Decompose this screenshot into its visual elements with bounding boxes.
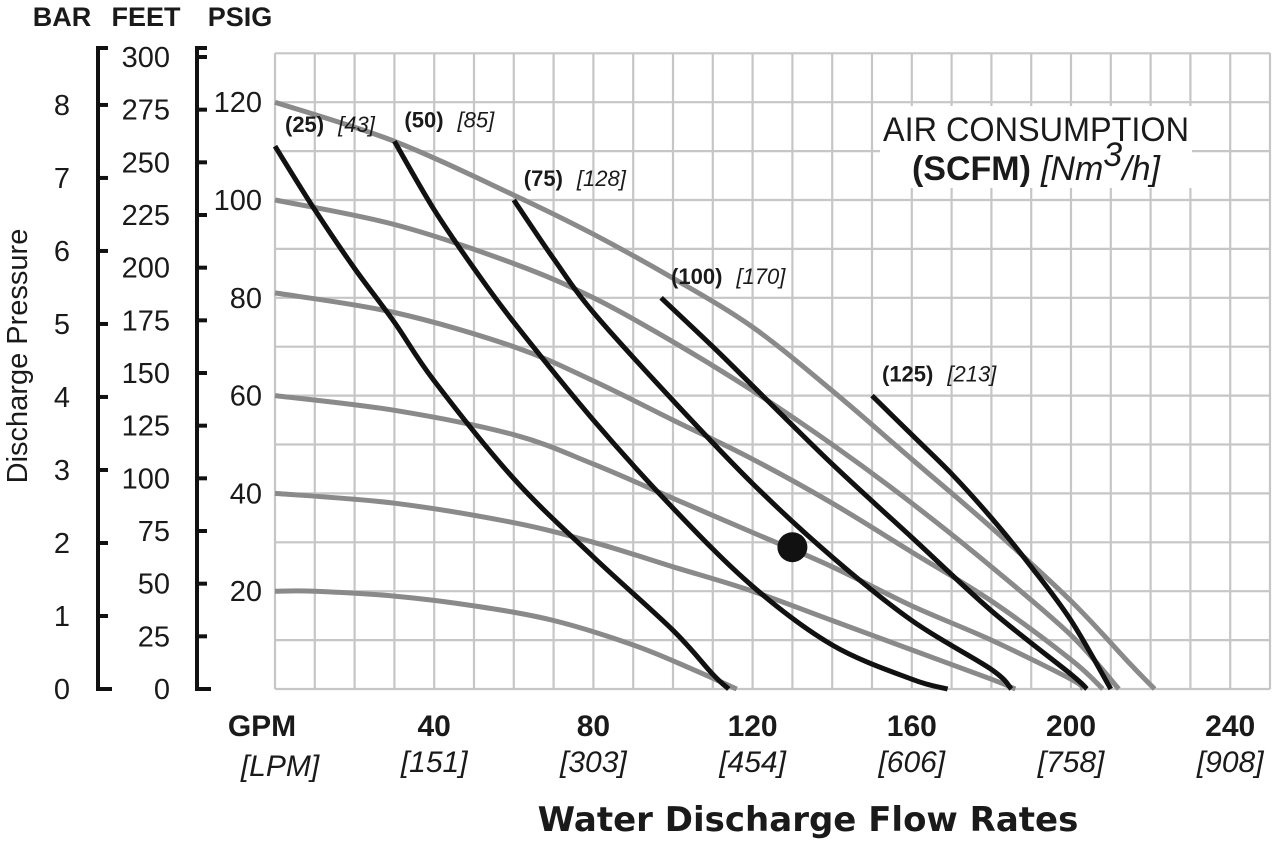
- bar-tick-label: 8: [54, 90, 70, 122]
- curve-label-scfm: (75): [524, 166, 563, 191]
- air-consumption-curve: [392, 140, 949, 692]
- curve-label: (75) [128]: [524, 166, 627, 191]
- x-tick-label-gpm: 80: [577, 710, 610, 743]
- bar-tick-label: 7: [54, 163, 70, 195]
- x-tick-label-lpm: [908]: [1196, 746, 1264, 779]
- psig-tick-label: 100: [214, 185, 262, 217]
- x-tick-label-lpm: [454]: [718, 746, 786, 779]
- bar-tick-label: 2: [54, 528, 70, 560]
- pressure-curve: [274, 99, 1157, 691]
- axes: 0123456780255075100125150175200225250275…: [54, 42, 1264, 779]
- feet-tick-label: 225: [122, 200, 170, 232]
- curve-label-scfm: (50): [404, 107, 443, 132]
- legend-background: [880, 106, 1192, 188]
- curve-label-nm3h: [85]: [457, 107, 496, 132]
- feet-tick-label: 300: [122, 42, 170, 74]
- air-consumption-curve: [659, 295, 1089, 691]
- curve-label-nm3h: [128]: [576, 166, 627, 191]
- feet-tick-label: 175: [122, 305, 170, 337]
- psig-tick-label: 80: [230, 283, 262, 315]
- x-tick-label-lpm: [606]: [877, 746, 945, 779]
- bar-tick-label: 3: [54, 455, 70, 487]
- bar-tick-label: 1: [54, 601, 70, 633]
- air-consumption-curves: (25) [43] (50) [85] (75) [128] (100) [170] (125)…: [272, 107, 1113, 692]
- x-tick-label-lpm: [758]: [1037, 746, 1105, 779]
- feet-tick-label: 200: [122, 253, 170, 285]
- feet-tick-label: 50: [138, 569, 170, 601]
- operating-point-layer: [777, 532, 808, 563]
- psig-tick-label: 40: [230, 478, 262, 510]
- bar-tick-label: 0: [54, 674, 70, 706]
- feet-axis-heading: FEET: [111, 2, 181, 32]
- air-consumption-curve: [272, 144, 731, 691]
- curve-label-scfm: (100): [671, 264, 722, 289]
- pressure-curve: [274, 490, 1017, 692]
- y-axis-label: Discharge Pressure: [2, 229, 34, 484]
- curve-label-scfm: (25): [285, 112, 324, 137]
- curve-label-nm3h: [43]: [337, 112, 376, 137]
- feet-tick-label: 150: [122, 358, 170, 390]
- x-tick-label-lpm: [303]: [559, 746, 627, 779]
- x-unit-gpm: GPM: [228, 710, 296, 743]
- legend-unit-nm: [Nm: [1040, 150, 1103, 188]
- pressure-curve: [274, 290, 1105, 691]
- feet-tick-label: 275: [122, 95, 170, 127]
- bar-tick-label: 5: [54, 309, 70, 341]
- x-unit-lpm: [LPM]: [240, 750, 320, 783]
- feet-tick-label: 0: [154, 674, 170, 706]
- psig-axis-heading: PSIG: [208, 2, 273, 32]
- operating-point-marker: [777, 532, 808, 563]
- x-tick-label-gpm: 40: [418, 710, 451, 743]
- air-consumption-legend: AIR CONSUMPTION (SCFM) [Nm3/h]: [880, 106, 1192, 188]
- curve-label-nm3h: [213]: [946, 362, 997, 387]
- curve-label: (125) [213]: [882, 362, 997, 387]
- legend-unit-scfm: (SCFM): [912, 150, 1031, 188]
- bar-tick-label: 6: [54, 236, 70, 268]
- x-tick-label-gpm: 120: [728, 710, 778, 743]
- x-tick-label-gpm: 160: [887, 710, 937, 743]
- curve-label-nm3h: [170]: [735, 264, 786, 289]
- legend-title: AIR CONSUMPTION: [883, 111, 1189, 149]
- x-tick-label-lpm: [151]: [400, 746, 468, 779]
- feet-tick-label: 25: [138, 621, 170, 653]
- psig-tick-label: 60: [230, 381, 262, 413]
- legend-units: (SCFM) [Nm3/h]: [912, 136, 1162, 188]
- curve-label-scfm: (125): [882, 362, 933, 387]
- bar-axis-heading: BAR: [33, 2, 92, 32]
- feet-tick-label: 100: [122, 463, 170, 495]
- curve-label: (100) [170]: [671, 264, 786, 289]
- pressure-curve: [274, 393, 1085, 691]
- feet-tick-label: 75: [138, 516, 170, 548]
- pressure-curve: [274, 588, 738, 692]
- legend-unit-end: /h]: [1120, 150, 1161, 188]
- curve-label: (25) [43]: [285, 112, 376, 137]
- bar-tick-label: 4: [54, 382, 70, 414]
- legend-unit-sup: 3: [1103, 136, 1122, 174]
- feet-tick-label: 125: [122, 411, 170, 443]
- psig-tick-label: 120: [214, 87, 262, 119]
- air-consumption-curve: [870, 393, 1113, 691]
- x-tick-label-gpm: 200: [1046, 710, 1096, 743]
- curve-label: (50) [85]: [404, 107, 495, 132]
- x-tick-label-gpm: 240: [1205, 710, 1255, 743]
- x-axis-label: Water Discharge Flow Rates: [538, 800, 1079, 840]
- air-consumption-curve: [511, 198, 1014, 691]
- psig-tick-label: 20: [230, 576, 262, 608]
- feet-tick-label: 250: [122, 147, 170, 179]
